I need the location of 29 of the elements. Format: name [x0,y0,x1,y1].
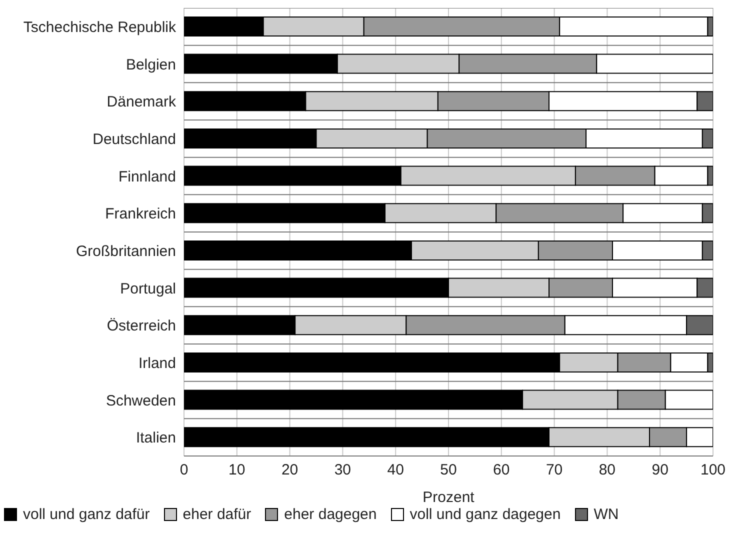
x-tick-label: 80 [598,462,616,479]
x-tick-label: 30 [334,462,352,479]
legend-label: eher dagegen [284,506,377,523]
x-tick-label: 40 [387,462,404,479]
x-tick-label: 20 [281,462,298,479]
y-tick-label: Tschechische Republik [23,18,176,36]
legend-label: voll und ganz dagegen [410,506,561,523]
y-tick-label: Frankreich [105,206,176,223]
x-tick-label: 10 [228,462,246,479]
x-tick-label: 50 [440,462,457,479]
y-tick-label: Belgien [126,56,176,74]
x-tick-label: 0 [180,462,188,479]
y-tick-label: Deutschland [92,130,176,148]
x-tick-label: 60 [493,462,510,479]
y-tick-label: Italien [136,430,176,447]
legend-label: WN [594,506,619,523]
x-tick-label: 70 [546,462,563,479]
x-tick-label: 90 [652,462,668,479]
x-axis-title: Prozent [422,489,476,506]
y-tick-label: Finnland [118,168,176,186]
y-tick-label: Österreich [106,318,176,335]
legend-label: voll und ganz dafür [23,506,150,523]
legend-label: eher dafür [182,506,252,523]
x-tick-label: 100 [700,462,726,479]
y-tick-label: Schweden [106,392,176,410]
y-tick-label: Dänemark [106,94,176,111]
y-tick-label: Großbritannien [76,242,176,260]
y-tick-label: Irland [138,354,176,372]
y-tick-label: Portugal [120,280,176,298]
